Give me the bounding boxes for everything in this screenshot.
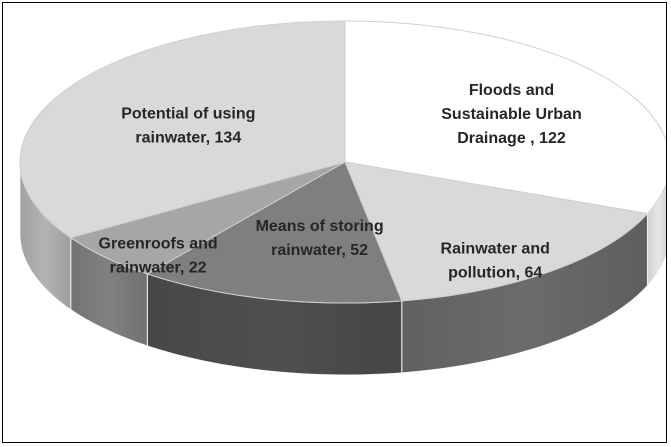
slice-label-line: rainwater, 134 (135, 130, 241, 147)
slice-label-line: rainwater, 52 (271, 242, 368, 259)
slice-label-line: Greenroofs and (99, 235, 218, 252)
slice-label-line: Rainwater and (441, 241, 550, 258)
slice-label-line: rainwater, 22 (110, 259, 207, 276)
chart-frame: Floods and Sustainable Urban Drainage , 12… (2, 2, 667, 443)
slice-label-line: Sustainable Urban (441, 106, 581, 123)
slice-label-line: Drainage , 122 (457, 130, 566, 147)
slice-label-line: Floods and (469, 82, 554, 99)
slice-label-line: pollution, 64 (448, 265, 542, 282)
pie-chart: Floods and Sustainable Urban Drainage , 12… (3, 3, 666, 442)
slice-label-line: Means of storing (256, 218, 384, 235)
slice-label-line: Potential of using (121, 106, 255, 123)
